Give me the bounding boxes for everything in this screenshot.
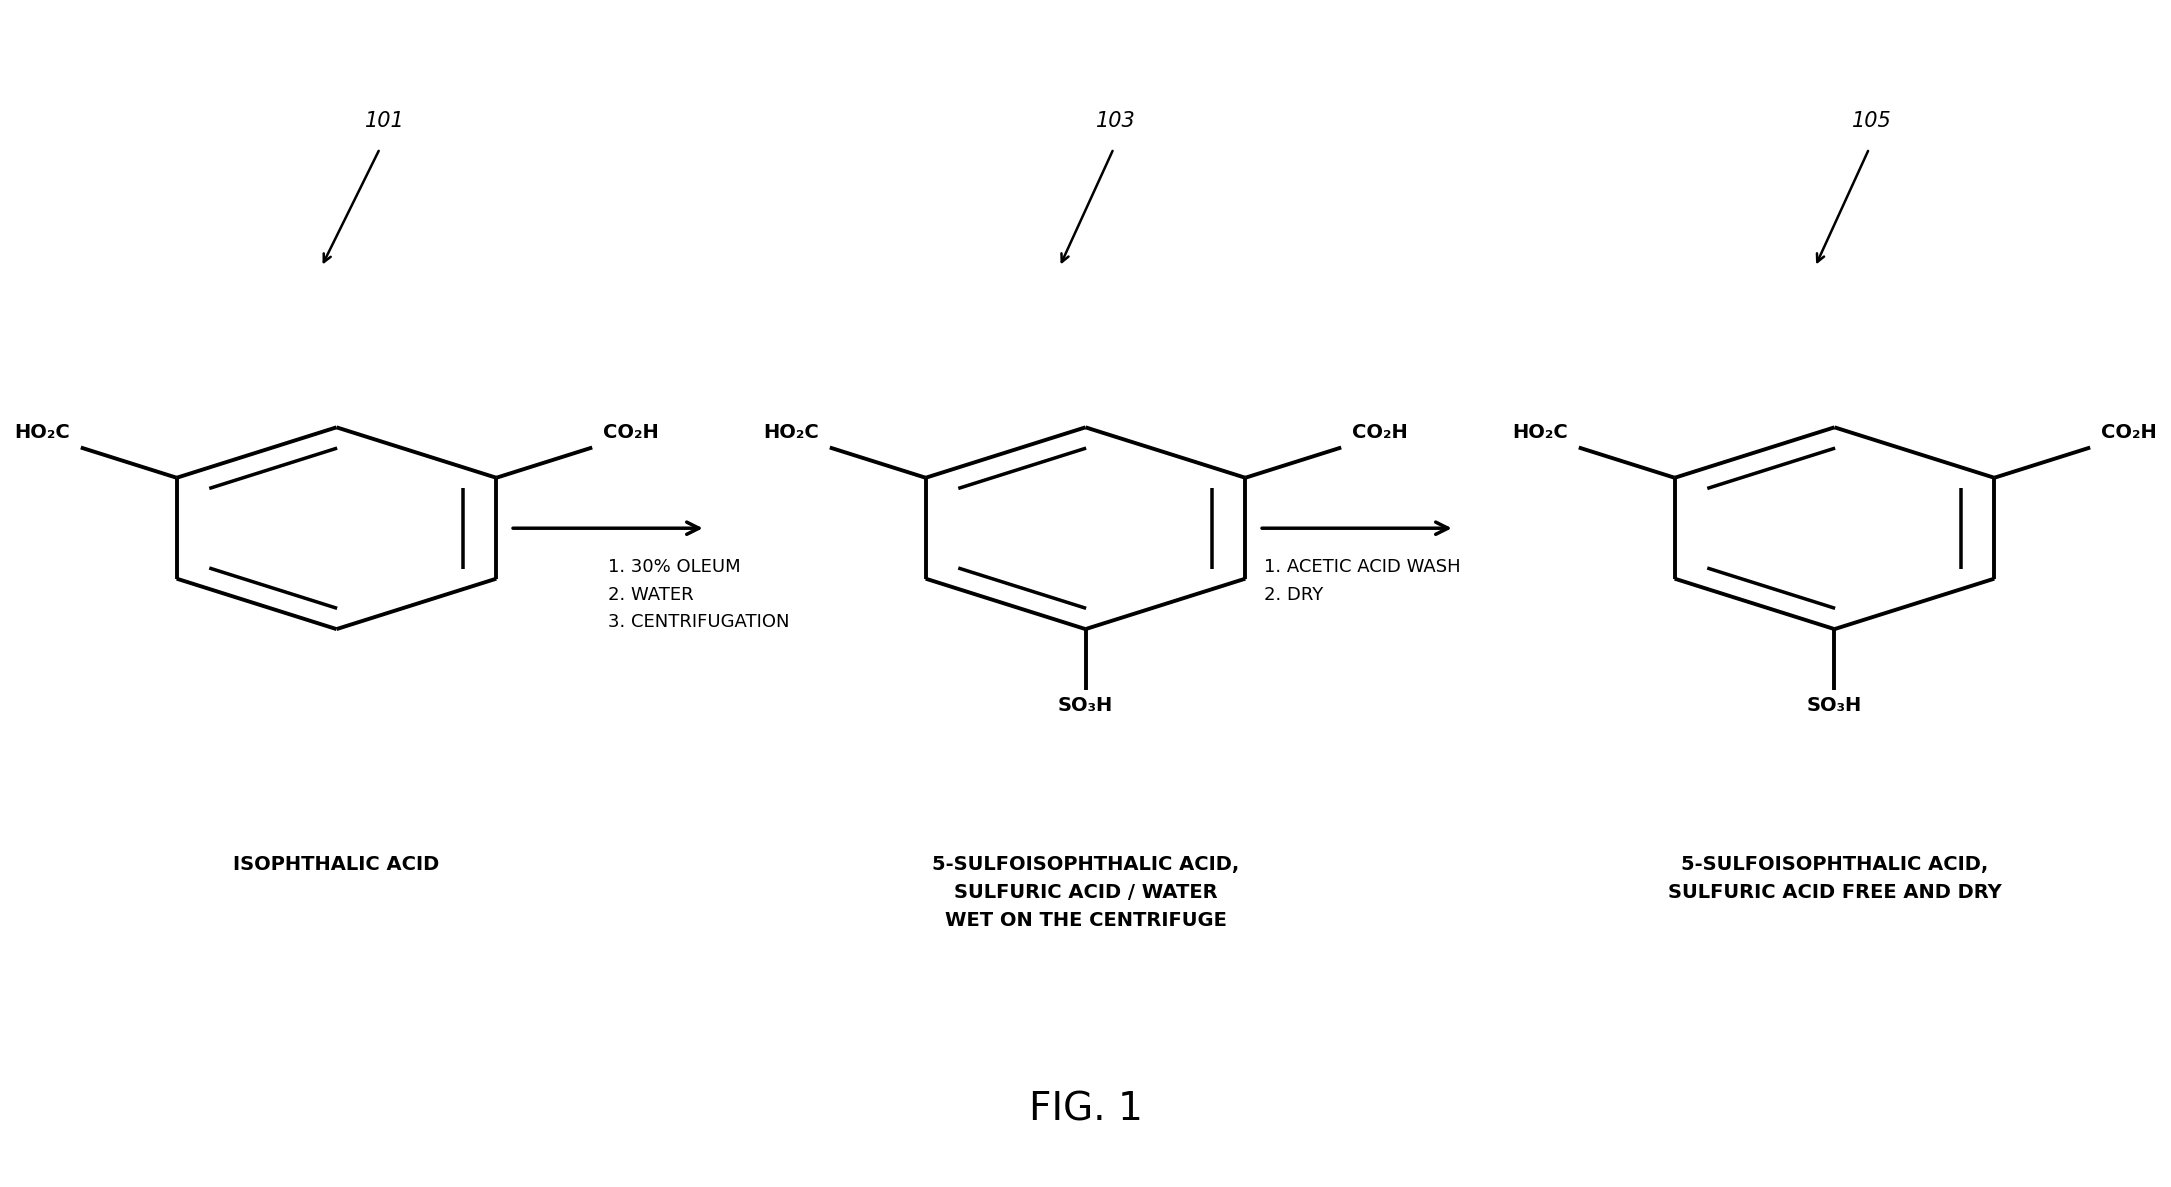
Text: CO₂H: CO₂H: [604, 423, 658, 442]
Text: ISOPHTHALIC ACID: ISOPHTHALIC ACID: [232, 855, 441, 874]
Text: SO₃H: SO₃H: [1057, 696, 1114, 715]
Text: 103: 103: [1096, 110, 1135, 131]
Text: HO₂C: HO₂C: [764, 423, 818, 442]
Text: 1. ACETIC ACID WASH
2. DRY: 1. ACETIC ACID WASH 2. DRY: [1264, 558, 1461, 604]
Text: 5-SULFOISOPHTHALIC ACID,
SULFURIC ACID / WATER
WET ON THE CENTRIFUGE: 5-SULFOISOPHTHALIC ACID, SULFURIC ACID /…: [931, 855, 1240, 929]
Text: 5-SULFOISOPHTHALIC ACID,
SULFURIC ACID FREE AND DRY: 5-SULFOISOPHTHALIC ACID, SULFURIC ACID F…: [1667, 855, 2002, 902]
Text: CO₂H: CO₂H: [2102, 423, 2156, 442]
Text: 1. 30% OLEUM
2. WATER
3. CENTRIFUGATION: 1. 30% OLEUM 2. WATER 3. CENTRIFUGATION: [608, 558, 790, 631]
Text: 105: 105: [1852, 110, 1891, 131]
Text: CO₂H: CO₂H: [1353, 423, 1407, 442]
Text: SO₃H: SO₃H: [1806, 696, 1863, 715]
Text: HO₂C: HO₂C: [1513, 423, 1567, 442]
Text: 101: 101: [365, 110, 404, 131]
Text: FIG. 1: FIG. 1: [1029, 1091, 1142, 1129]
Text: HO₂C: HO₂C: [15, 423, 69, 442]
